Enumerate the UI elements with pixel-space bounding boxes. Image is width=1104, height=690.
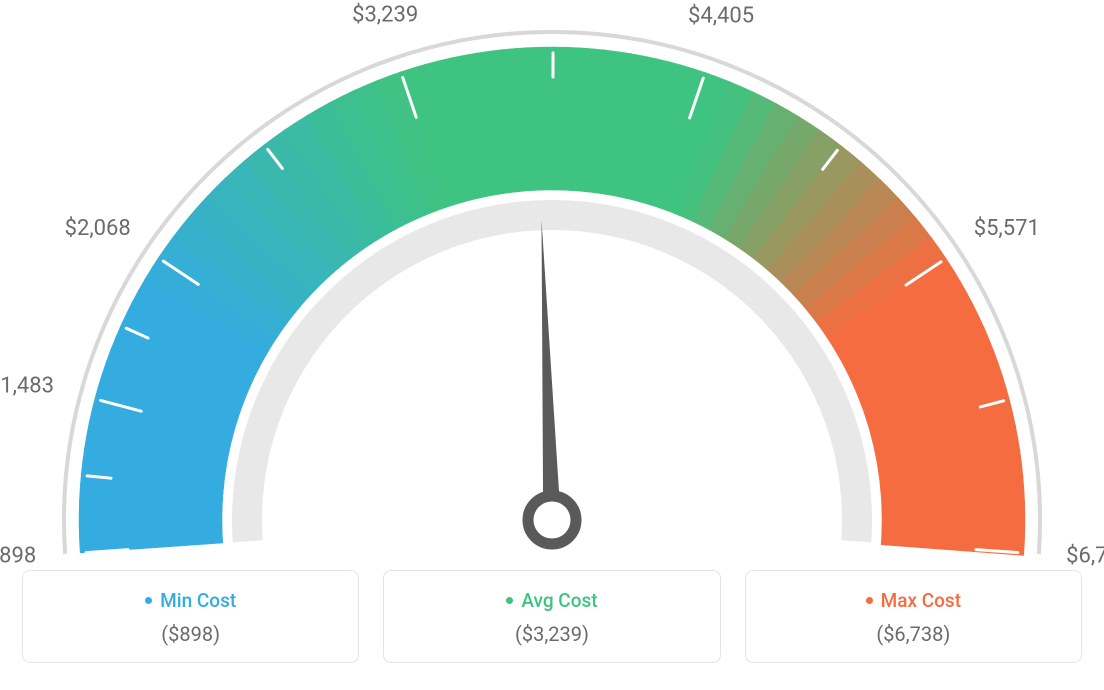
legend-card-max: Max Cost ($6,738) <box>745 570 1082 663</box>
legend-title-min: Min Cost <box>145 589 236 612</box>
gauge-tick-label: $3,239 <box>352 3 418 28</box>
legend-value-max: ($6,738) <box>876 622 950 646</box>
legend-card-avg: Avg Cost ($3,239) <box>383 570 720 663</box>
legend-value-min: ($898) <box>161 622 220 646</box>
legend-card-min: Min Cost ($898) <box>22 570 359 663</box>
dot-icon <box>145 597 152 604</box>
gauge-tick-label: $898 <box>0 544 36 569</box>
gauge-svg <box>22 20 1082 560</box>
legend-title-avg: Avg Cost <box>506 589 597 612</box>
legend-row: Min Cost ($898) Avg Cost ($3,239) Max Co… <box>22 570 1082 663</box>
legend-label: Min Cost <box>160 589 236 612</box>
gauge-tick-label: $2,068 <box>65 216 131 241</box>
legend-label: Avg Cost <box>521 589 597 612</box>
gauge-tick-label: $5,571 <box>974 216 1040 241</box>
gauge-tick-label: $4,405 <box>688 4 754 29</box>
dot-icon <box>866 597 873 604</box>
legend-value-avg: ($3,239) <box>515 622 589 646</box>
legend-label: Max Cost <box>881 589 961 612</box>
legend-title-max: Max Cost <box>866 589 961 612</box>
gauge-chart: $898$1,483$2,068$3,239$4,405$5,571$6,738 <box>22 20 1082 560</box>
dot-icon <box>506 597 513 604</box>
gauge-tick-label: $1,483 <box>0 374 54 399</box>
gauge-tick-label: $6,738 <box>1066 544 1104 569</box>
